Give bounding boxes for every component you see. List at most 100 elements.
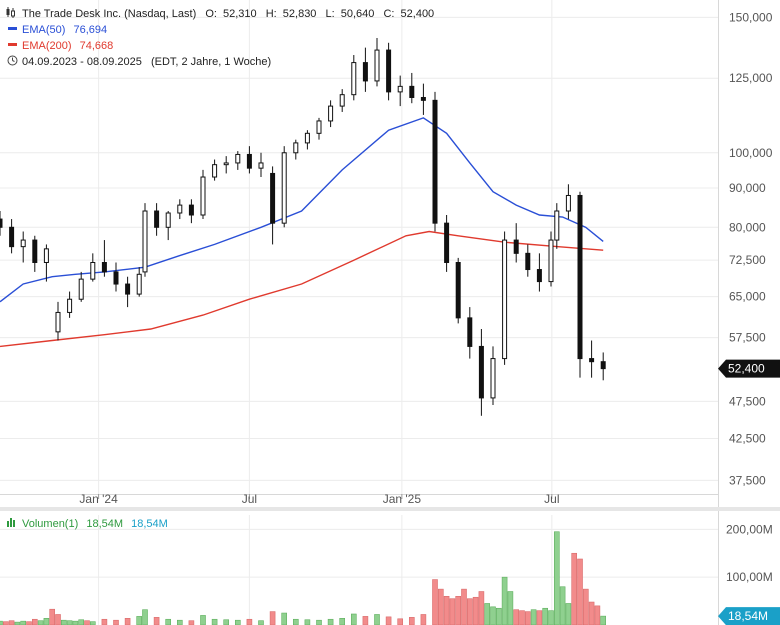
volume-bar — [72, 620, 79, 625]
svg-text:EMA(50) 76,694: EMA(50) 76,694 — [22, 24, 107, 36]
volume-bar — [548, 610, 554, 625]
candle-body — [78, 278, 84, 300]
candle — [188, 199, 194, 224]
candle — [554, 203, 560, 249]
volume-bar — [432, 579, 438, 625]
volume-bar — [223, 619, 229, 625]
candle-body — [67, 298, 73, 313]
volume-bar — [571, 552, 578, 625]
candle-body — [478, 345, 484, 399]
candle-body — [589, 358, 595, 363]
candle — [142, 203, 148, 277]
volume-bar — [420, 614, 427, 625]
volume-bar — [235, 619, 241, 625]
candle-body — [165, 212, 171, 228]
ema200-value: 74,668 — [80, 40, 114, 52]
volume-bar — [559, 586, 566, 625]
candle — [397, 75, 403, 107]
volume-bar — [385, 616, 392, 625]
candle — [136, 267, 142, 297]
volume-bar — [101, 618, 108, 625]
price-tick-label: 80,000 — [729, 220, 766, 234]
candle — [32, 235, 38, 272]
volume-bar — [524, 611, 531, 625]
candle-body — [444, 222, 450, 263]
candle — [536, 253, 542, 292]
date-tick-label: Jul — [544, 492, 559, 506]
ema200-swatch — [8, 43, 17, 46]
volume-bar — [113, 619, 119, 625]
ohlc-high-label: H: — [266, 8, 277, 20]
volume-bar — [269, 611, 276, 625]
volume-bar — [142, 609, 148, 625]
volume-bar — [542, 607, 549, 625]
volume-bar — [20, 620, 27, 625]
volume-bar — [304, 619, 311, 625]
candle-body — [420, 96, 426, 101]
svg-text:The Trade Desk Inc. (Nasdaq, L: The Trade Desk Inc. (Nasdaq, Last) O: 52… — [22, 8, 434, 20]
candle-body — [9, 226, 15, 248]
candle — [246, 146, 252, 174]
panel-divider[interactable] — [0, 507, 780, 511]
candle-body — [212, 164, 218, 178]
ema50-path — [0, 117, 604, 303]
candle-body — [351, 62, 357, 96]
volume-bar — [2, 621, 9, 625]
volume-bar — [136, 616, 142, 625]
volume-bars-icon — [7, 518, 15, 527]
volume-bar — [281, 612, 288, 625]
candle-body — [223, 162, 229, 166]
candle-body — [270, 172, 276, 224]
candle-body — [577, 194, 583, 360]
last-volume-badge: 18,54M — [718, 607, 780, 625]
candle — [351, 55, 357, 101]
ema200-line — [0, 230, 604, 348]
volume-bar — [211, 618, 218, 625]
candle-body — [304, 132, 310, 144]
candle — [478, 329, 484, 416]
candle — [490, 346, 496, 405]
candle-body — [177, 204, 183, 214]
volume-bar — [60, 619, 67, 625]
volume-bar — [188, 620, 195, 625]
candle-body — [397, 85, 403, 93]
candle — [281, 146, 287, 228]
ohlc-low-label: L: — [326, 8, 335, 20]
candle-body — [525, 252, 531, 271]
price-tick-label: 125,000 — [729, 71, 773, 85]
candlestick-icon — [6, 7, 15, 18]
candle — [90, 253, 96, 282]
volume-bar — [513, 609, 520, 625]
candle-body — [432, 99, 438, 224]
candle — [409, 72, 415, 104]
volume-label: Volumen(1) — [22, 518, 78, 530]
instrument-name: The Trade Desk Inc. (Nasdaq, Last) — [22, 8, 196, 20]
candle — [548, 231, 554, 287]
candle — [55, 301, 61, 341]
candle-body — [339, 94, 345, 107]
candle-body — [55, 311, 61, 333]
candle-body — [386, 49, 392, 93]
volume-bar — [461, 588, 467, 625]
price-tick-label: 72,500 — [729, 253, 766, 267]
volume-bar — [490, 606, 496, 625]
candle-body — [281, 152, 287, 224]
last-price-label: 52,400 — [728, 362, 765, 376]
volume-bar — [200, 615, 206, 625]
price-axis: 37,500 42,500 47,500 57,500 65,000 72,500 80,0… — [729, 10, 773, 487]
candle-body — [554, 210, 560, 241]
date-range: 04.09.2023 - 08.09.2025 — [22, 56, 142, 68]
price-tick-label: 90,000 — [729, 181, 766, 195]
candle-body — [490, 358, 496, 399]
svg-text:Volumen(1) 18,54M: Volumen(1) 18,54M 18,54M — [22, 518, 168, 530]
volume-bar — [565, 603, 572, 625]
candle — [154, 203, 160, 236]
volume-bar — [327, 618, 334, 625]
volume-bar — [78, 619, 84, 625]
volume-bar — [153, 617, 160, 625]
candle — [328, 100, 334, 128]
candle — [177, 199, 183, 220]
price-tick-label: 150,000 — [729, 10, 773, 24]
volume-bars — [0, 531, 607, 625]
